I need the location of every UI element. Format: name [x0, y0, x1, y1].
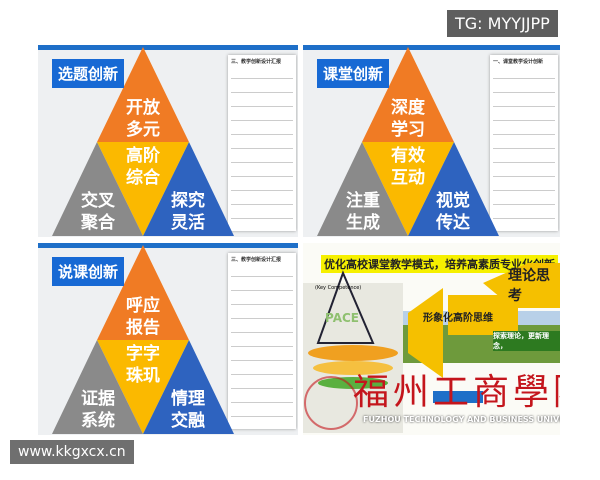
pyramid-right — [408, 142, 499, 236]
pyramid-left-text: 注重生成 — [346, 191, 380, 233]
panel-title: 选题创新 — [52, 59, 125, 88]
pyramid-top-text: 呼应报告 — [126, 296, 160, 338]
panel-title: 说课创新 — [52, 257, 125, 286]
watermark-top: TG: MYYJJPP — [447, 10, 558, 37]
pyramid-left — [52, 340, 143, 434]
innovation-panel: 三、教学创新设计汇报 说课创新 呼应报告 字字珠玑 证据系统 情理交融 — [38, 243, 298, 435]
pyramid-top — [97, 47, 189, 142]
top-bar — [38, 45, 298, 50]
pace-label: PACE — [325, 311, 359, 325]
pyramid — [52, 245, 234, 434]
pyramid-right — [143, 340, 234, 434]
document-table: 三、教学创新设计汇报 — [228, 55, 296, 231]
pyramid-top — [97, 245, 189, 340]
panel-title: 课堂创新 — [317, 59, 390, 88]
pyramid — [52, 47, 234, 236]
pyramid — [317, 47, 499, 236]
innovation-panel: 三、教学创新设计汇报 选题创新 开放多元 高阶综合 交叉聚合 探究灵活 — [38, 45, 298, 237]
pyramid-left-text: 交叉聚合 — [81, 191, 115, 233]
pyramid-center — [362, 142, 454, 236]
pyramid-center-text: 高阶综合 — [126, 146, 160, 188]
school-panel: 优化高校课堂教学模式，培养高素质专业化创新 (Key Competence) P… — [303, 243, 560, 435]
pyramid-center — [97, 340, 189, 434]
pyramid-right-text: 情理交融 — [171, 389, 205, 431]
school-name-cn: 福州工商學院 — [353, 372, 560, 413]
school-name-en: FUZHOU TECHNOLOGY AND BUSINESS UNIVERSIT… — [363, 415, 560, 424]
school-graphic — [303, 263, 560, 433]
top-bar — [38, 243, 298, 248]
pyramid-right-text: 视觉传达 — [436, 191, 470, 233]
pyramid-center-text: 有效互动 — [391, 146, 425, 188]
top-bar — [303, 45, 560, 50]
pyramid-left — [52, 142, 143, 236]
school-seal — [304, 376, 358, 430]
doc-title: 一、课堂教学设计创新 — [493, 59, 544, 65]
doc-title: 三、教学创新设计汇报 — [231, 257, 282, 263]
document-table: 一、课堂教学设计创新 — [490, 55, 558, 231]
pyramid-top — [362, 47, 454, 142]
pyramid-top-text: 深度学习 — [391, 98, 425, 140]
arrow-text: 形象化高阶思维 — [423, 313, 493, 324]
pyramid-center — [97, 142, 189, 236]
pyramid-top-text: 开放多元 — [126, 98, 160, 140]
pyramid-right-text: 探究灵活 — [171, 191, 205, 233]
theory-label: 理论思考 — [508, 268, 550, 304]
pyramid-left — [317, 142, 408, 236]
watermark-bottom: www.kkgxcx.cn — [10, 440, 134, 464]
pyramid-center-text: 字字珠玑 — [126, 344, 160, 386]
arrow-right — [483, 263, 560, 308]
innovation-panel: 一、课堂教学设计创新 课堂创新 深度学习 有效互动 注重生成 视觉传达 — [303, 45, 560, 237]
slogan: 优化高校课堂教学模式，培养高素质专业化创新 — [321, 255, 558, 273]
pyramid-right — [143, 142, 234, 236]
arrow-left — [408, 288, 443, 378]
key-competence: (Key Competence) — [315, 285, 362, 291]
banner-text: 探索理论，更新理念， — [493, 331, 560, 351]
document-table: 三、教学创新设计汇报 — [228, 253, 296, 429]
pyramid-left-text: 证据系统 — [81, 389, 115, 431]
doc-title: 三、教学创新设计汇报 — [231, 59, 282, 65]
